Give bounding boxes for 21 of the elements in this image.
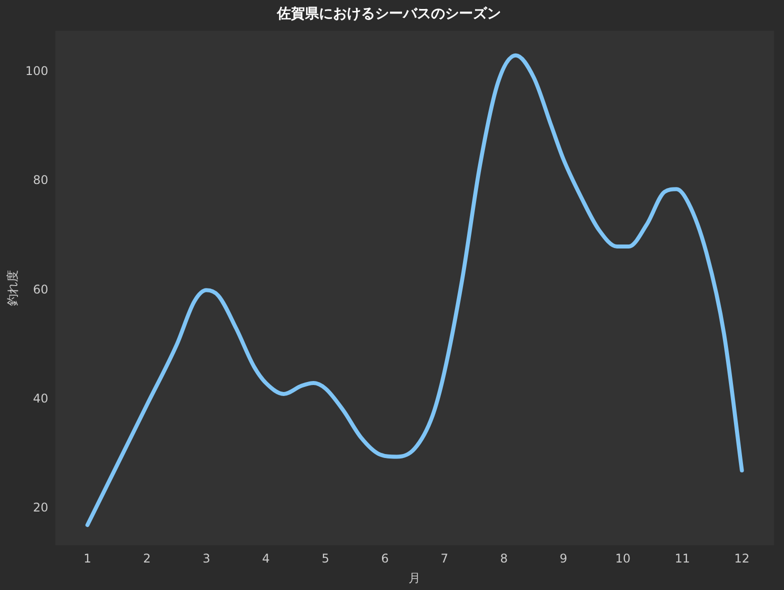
x-tick-label: 5 [322, 552, 330, 566]
x-tick-label: 12 [734, 552, 750, 566]
y-axis-title: 釣れ度 [5, 270, 20, 306]
x-tick-label: 10 [615, 552, 631, 566]
y-tick-label: 20 [33, 500, 48, 515]
y-tick-label: 60 [33, 282, 48, 296]
x-tick-label: 6 [381, 552, 389, 566]
x-tick-label: 7 [440, 552, 448, 566]
line-series [85, 53, 744, 527]
y-tick-label: 100 [25, 64, 48, 78]
y-tick-label: 40 [33, 392, 48, 406]
chart-title: 佐賀県におけるシーバスのシーズン [276, 6, 501, 22]
x-tick-label: 1 [84, 552, 92, 566]
y-tick-label: 80 [33, 173, 48, 188]
x-axis-title: 月 [408, 570, 421, 585]
x-tick-label: 4 [262, 552, 270, 566]
x-tick-label: 2 [143, 552, 151, 566]
x-tick-label: 3 [202, 552, 210, 566]
x-tick-label: 11 [674, 552, 690, 566]
x-tick-label: 8 [500, 552, 508, 566]
x-tick-label: 9 [560, 552, 568, 566]
